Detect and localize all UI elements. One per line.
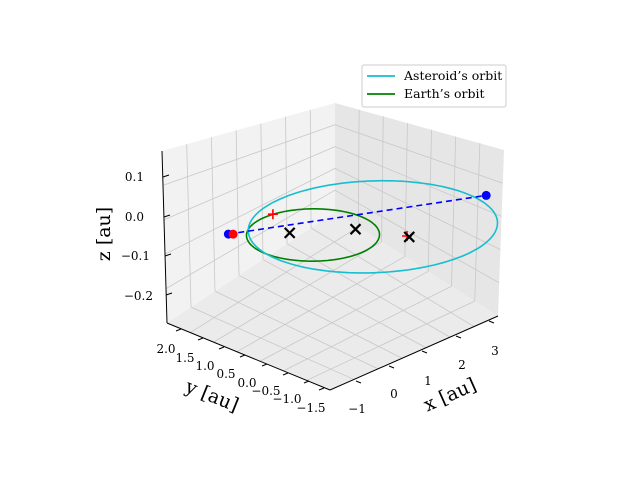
grid-line: [163, 146, 336, 221]
tick-marks: [162, 174, 495, 391]
y-tick-label: 1.5: [175, 351, 194, 365]
x-tick-label: 1: [424, 374, 432, 388]
grid-line: [357, 109, 360, 227]
plus-marker: [267, 209, 278, 220]
y-tick-label: 0.5: [216, 367, 235, 381]
grid-line: [259, 271, 429, 362]
z-tick: [164, 253, 172, 257]
grid-line: [381, 116, 384, 242]
asteroid-orbit: [247, 179, 499, 274]
floor-pane: [167, 212, 498, 390]
left-pane: [162, 103, 335, 323]
grid-line: [286, 243, 451, 338]
grid-line: [474, 143, 481, 302]
grid-line: [213, 241, 382, 343]
grid-line: [310, 227, 475, 327]
y-axis-line: [166, 322, 331, 391]
z-tick-label: −0.1: [121, 249, 150, 263]
x-tick: [355, 380, 362, 384]
z-axis-line: [161, 150, 168, 324]
y-tick: [261, 363, 268, 367]
x-tick-label: 2: [458, 358, 466, 372]
grid-line: [164, 168, 336, 255]
grid-line: [190, 306, 355, 380]
x-marker: [403, 231, 416, 243]
y-tick-label: 1.0: [195, 359, 214, 373]
y-tick-label: 0.0: [237, 376, 256, 390]
legend: Asteroid’s orbit Earth’s orbit: [361, 64, 507, 108]
legend-label-asteroid: Asteroid’s orbit: [403, 68, 502, 83]
point-marker: [481, 190, 491, 200]
dashed-connector: [228, 194, 487, 235]
z-axis-label: z [au]: [93, 207, 115, 261]
grid-line: [262, 259, 427, 349]
x-tick-label: −1: [348, 402, 366, 416]
axis-lines: [161, 150, 499, 391]
y-tick-label: 2.0: [156, 342, 175, 356]
z-tick: [163, 214, 171, 218]
y-tick: [282, 372, 289, 376]
grid-line: [162, 124, 336, 186]
grid-line: [334, 124, 503, 184]
grid-line: [451, 136, 457, 287]
grid-line: [285, 116, 288, 244]
y-tick: [239, 354, 246, 358]
x-tick: [488, 320, 495, 324]
x-marker: [283, 227, 296, 239]
point-marker: [228, 229, 238, 239]
legend-frame: [361, 64, 507, 108]
y-axis-label: y [au]: [181, 375, 241, 416]
z-tick: [165, 292, 173, 296]
y-tick: [197, 337, 204, 341]
grid-line: [211, 137, 216, 292]
z-tick-label: 0.1: [125, 170, 144, 184]
grid-line: [334, 189, 500, 284]
grid-line: [283, 285, 452, 372]
grid-line: [306, 300, 475, 381]
grid-line: [427, 129, 432, 272]
grid-line: [186, 144, 192, 308]
y-tick-label: −1.5: [296, 401, 325, 415]
y-tick: [318, 387, 325, 391]
z-tick-label: 0.0: [125, 210, 144, 224]
tick-labels: −101232.01.51.00.50.0−0.5−1.0−1.50.10.0−…: [121, 170, 499, 416]
markers: [223, 190, 491, 243]
x-axis-line: [329, 315, 499, 391]
y-tick-label: −1.0: [272, 392, 301, 406]
y-tick: [218, 346, 225, 350]
y-tick: [303, 380, 310, 384]
x-tick: [455, 335, 462, 339]
z-tick: [162, 174, 170, 178]
grid-line: [238, 275, 403, 359]
x-tick: [388, 365, 395, 369]
grid-line: [235, 130, 240, 276]
y-tick-label: −0.5: [251, 384, 280, 398]
grid-line: [214, 290, 379, 370]
legend-label-earth: Earth’s orbit: [404, 86, 485, 101]
y-tick: [175, 328, 182, 332]
x-tick-label: 0: [390, 387, 398, 401]
x-tick: [421, 350, 428, 354]
x-marker: [349, 223, 362, 235]
grid-line: [190, 226, 359, 333]
grid-line: [260, 123, 264, 260]
grid-line: [334, 146, 502, 217]
x-tick-label: 3: [491, 344, 499, 358]
z-tick-label: −0.2: [124, 289, 153, 303]
orbits: [228, 179, 499, 274]
